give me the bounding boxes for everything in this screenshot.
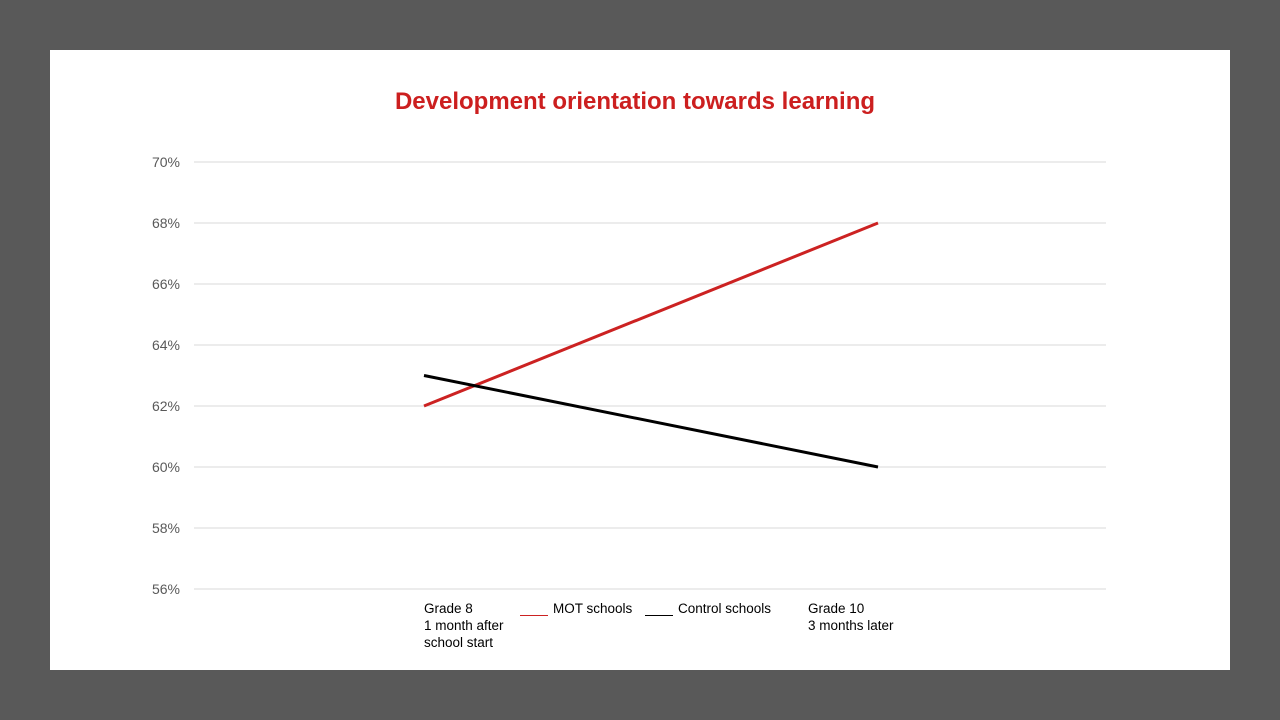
legend-swatch-mot-schools [520,615,548,616]
y-tick-label: 56% [152,581,180,597]
y-tick-label: 58% [152,520,180,536]
y-tick-label: 64% [152,337,180,353]
legend-item-control-schools: Control schools [645,600,771,617]
legend-label-mot-schools: MOT schools [553,601,633,616]
slide-canvas: Development orientation towards learning [50,50,1230,670]
x-tick-label-grade-8: Grade 8 1 month after school start [424,601,504,650]
series-line-mot-schools [423,221,879,408]
series-line-control-schools [423,374,879,469]
y-tick-label: 62% [152,398,180,414]
legend-swatch-control-schools [645,615,673,616]
y-tick-label: 60% [152,459,180,475]
x-tick-label-grade-10: Grade 10 3 months later [808,601,894,633]
y-tick-label: 68% [152,215,180,231]
legend-label-control-schools: Control schools [678,601,772,616]
legend-item-mot-schools: MOT schools [520,600,632,617]
chart-title: Development orientation towards learning [394,88,876,115]
y-tick-label: 70% [152,154,180,170]
y-tick-label: 66% [152,276,180,292]
